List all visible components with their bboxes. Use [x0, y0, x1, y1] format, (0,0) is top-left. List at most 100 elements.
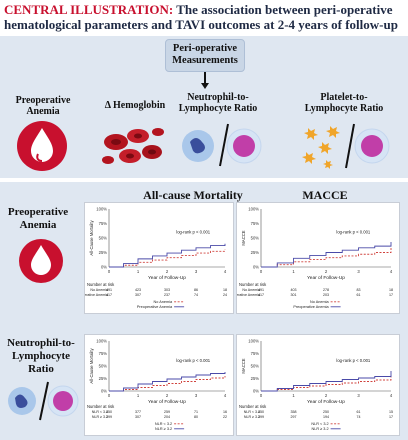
- y-tick-label: 50%: [251, 364, 260, 369]
- risk-value: 204: [164, 415, 170, 419]
- legend-label: No Anemia: [154, 300, 173, 304]
- x-tick-label: 4: [224, 393, 227, 398]
- risk-value: 417: [106, 293, 112, 297]
- x-tick-label: 3: [357, 269, 360, 274]
- risk-value: 250: [323, 410, 329, 414]
- y-axis-label: All-Cause Mortality: [89, 348, 94, 384]
- y-tick-label: 50%: [99, 364, 108, 369]
- x-tick-label: 2: [325, 393, 328, 398]
- risk-row-label: Preoperative Anemia: [84, 293, 108, 297]
- risk-value: 417: [258, 293, 264, 297]
- title-main: The association between peri-operative h…: [4, 2, 398, 32]
- risk-value: 83: [357, 288, 361, 292]
- x-tick-label: 1: [137, 393, 140, 398]
- series-line-1: [109, 243, 226, 268]
- x-tick-label: 0: [108, 269, 111, 274]
- pvalue-annotation: log-rank p < 0.001: [336, 229, 371, 234]
- risk-value: 18: [389, 288, 393, 292]
- legend-label: NLR ≥ 3.2: [155, 427, 172, 431]
- legend-label: NLR < 3.2: [311, 422, 328, 426]
- series-line-0: [261, 247, 392, 268]
- y-tick-label: 75%: [251, 221, 260, 226]
- risk-value: 399: [106, 415, 112, 419]
- risk-value: 450: [258, 410, 264, 414]
- measure-title-plr: Platelet-to-Lymphocyte Ratio: [304, 92, 384, 114]
- series-line-1: [109, 372, 226, 392]
- risk-value: 17: [389, 293, 393, 297]
- x-tick-label: 0: [260, 393, 263, 398]
- measure-title-hemoglobin: Δ Hemoglobin: [104, 100, 166, 111]
- title-prefix: CENTRAL ILLUSTRATION:: [4, 2, 174, 17]
- risk-value: 17: [389, 415, 393, 419]
- y-tick-label: 0%: [101, 389, 107, 394]
- x-axis-label: Year of Follow-Up: [148, 399, 186, 405]
- risk-value: 61: [357, 293, 361, 297]
- x-axis-label: Year of Follow-Up: [307, 399, 345, 405]
- blood-drop-icon: [17, 121, 67, 171]
- y-tick-label: 100%: [248, 207, 259, 212]
- blood-drop-icon: [19, 239, 63, 283]
- risk-row-label: No Anemia: [90, 288, 108, 292]
- risk-value: 259: [164, 410, 170, 414]
- y-tick-label: 25%: [251, 250, 260, 255]
- risk-value: 74: [194, 293, 198, 297]
- km-chart-anemia-mortality: 0% 25% 50% 75% 100% 0 1 2 3 4 Year of Follow-Up All…: [84, 202, 234, 314]
- km-chart-nlr-mortality: 0% 25% 50% 75% 100% 0 1 2 3 4 Year of Follow-Up All…: [84, 334, 234, 436]
- risk-table-title: Number at risk: [239, 282, 267, 287]
- risk-table-title: Number at risk: [239, 404, 267, 409]
- y-tick-label: 75%: [251, 351, 260, 356]
- x-tick-label: 1: [292, 393, 295, 398]
- x-tick-label: 2: [325, 269, 328, 274]
- risk-row-label: NLR < 3.2: [92, 410, 108, 414]
- risk-row-label: Preoperative Anemia: [236, 293, 260, 297]
- pvalue-annotation: log-rank p < 0.001: [176, 229, 211, 234]
- risk-value: 297: [291, 415, 297, 419]
- risk-table-title: Number at risk: [87, 404, 115, 409]
- risk-value: 303: [164, 288, 170, 292]
- row-label-nlr: Neutrophil-to-Lymphocyte Ratio: [7, 337, 75, 375]
- platelet-lymphocyte-icon: [302, 123, 390, 169]
- series-line-0: [109, 376, 226, 392]
- series-line-1: [261, 242, 392, 268]
- risk-value: 307: [135, 415, 141, 419]
- risk-value: 301: [291, 293, 297, 297]
- y-tick-label: 0%: [253, 265, 259, 270]
- legend-label: NLR ≥ 3.2: [312, 427, 329, 431]
- risk-value: 399: [258, 415, 264, 419]
- neutrophil-lymphocyte-icon: [8, 381, 79, 421]
- risk-value: 491: [258, 288, 264, 292]
- risk-value: 203: [323, 293, 329, 297]
- pvalue-annotation: log-rank p < 0.001: [336, 358, 371, 363]
- legend-label: NLR < 3.2: [155, 422, 172, 426]
- y-tick-label: 75%: [99, 221, 108, 226]
- risk-value: 237: [164, 293, 170, 297]
- risk-value: 15: [389, 410, 393, 414]
- risk-row-label: NLR ≥ 3.2: [244, 415, 260, 419]
- risk-value: 86: [194, 288, 198, 292]
- x-tick-label: 0: [260, 269, 263, 274]
- risk-row-label: NLR ≥ 3.2: [92, 415, 108, 419]
- x-tick-label: 3: [195, 393, 198, 398]
- x-tick-label: 4: [390, 393, 393, 398]
- x-tick-label: 0: [108, 393, 111, 398]
- y-tick-label: 50%: [251, 236, 260, 241]
- x-axis-label: Year of Follow-Up: [148, 275, 186, 281]
- km-chart-anemia-macce: 0% 25% 50% 75% 100% 0 1 2 3 4 Year of Follow-Up MAC…: [236, 202, 400, 314]
- x-tick-label: 2: [166, 269, 169, 274]
- risk-value: 71: [194, 410, 198, 414]
- risk-value: 80: [194, 415, 198, 419]
- y-tick-label: 100%: [248, 339, 259, 344]
- x-axis-label: Year of Follow-Up: [307, 275, 345, 281]
- y-tick-label: 0%: [253, 389, 259, 394]
- series-line-0: [109, 249, 226, 268]
- figure-title: CENTRAL ILLUSTRATION: The association be…: [4, 2, 404, 32]
- measure-title-anemia: Preoperative Anemia: [15, 95, 71, 117]
- measurements-heading-box: Peri-operative Measurements: [165, 39, 245, 72]
- risk-value: 491: [106, 288, 112, 292]
- risk-value: 358: [291, 410, 297, 414]
- y-tick-label: 100%: [96, 339, 107, 344]
- x-tick-label: 4: [390, 269, 393, 274]
- risk-row-label: NLR < 3.2: [244, 410, 260, 414]
- column-title-macce: MACCE: [302, 188, 348, 202]
- risk-value: 278: [323, 288, 329, 292]
